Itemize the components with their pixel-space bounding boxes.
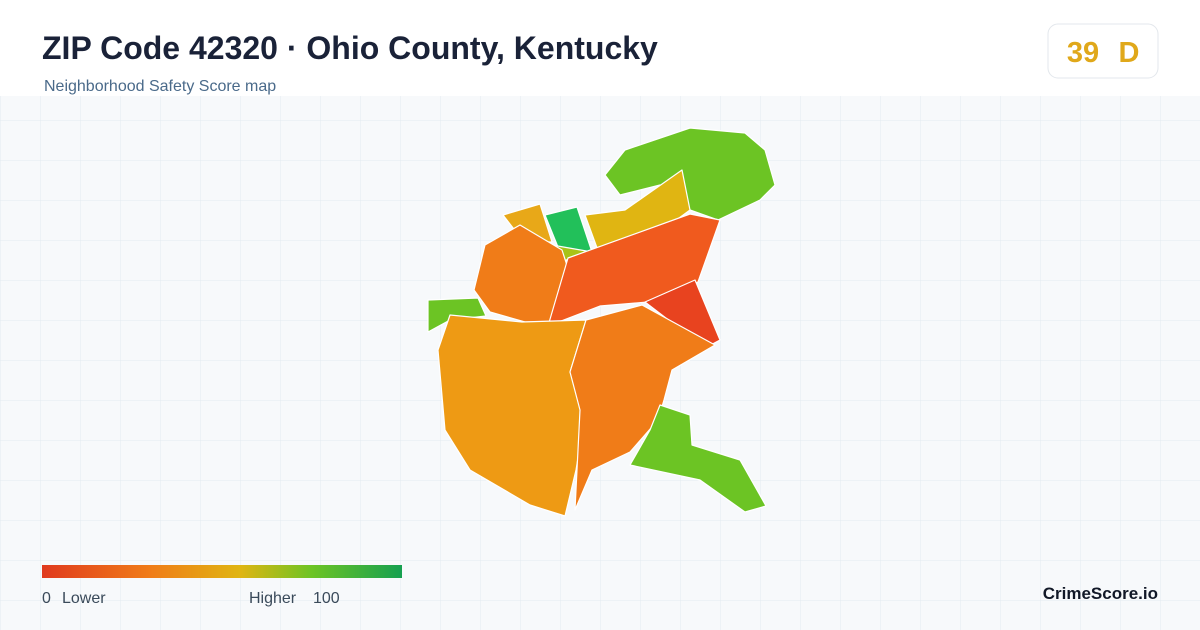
region bbox=[437, 314, 587, 517]
legend-max-label: Higher bbox=[249, 590, 297, 607]
header-band bbox=[0, 0, 1200, 96]
legend-min-label: Lower bbox=[62, 590, 106, 607]
region bbox=[629, 404, 767, 513]
region bbox=[569, 304, 716, 511]
legend-max: 100 bbox=[313, 590, 340, 607]
score-value: 39 bbox=[1067, 37, 1099, 69]
map bbox=[427, 127, 776, 517]
brand: CrimeScore.io bbox=[1043, 584, 1158, 603]
title: ZIP Code 42320 · Ohio County, Kentucky bbox=[42, 30, 658, 66]
region bbox=[604, 127, 776, 221]
subtitle: Neighborhood Safety Score map bbox=[44, 78, 276, 95]
score-grade: D bbox=[1119, 37, 1140, 69]
legend-gradient bbox=[42, 565, 402, 578]
legend-min: 0 bbox=[42, 590, 51, 607]
score-badge bbox=[1047, 23, 1159, 79]
